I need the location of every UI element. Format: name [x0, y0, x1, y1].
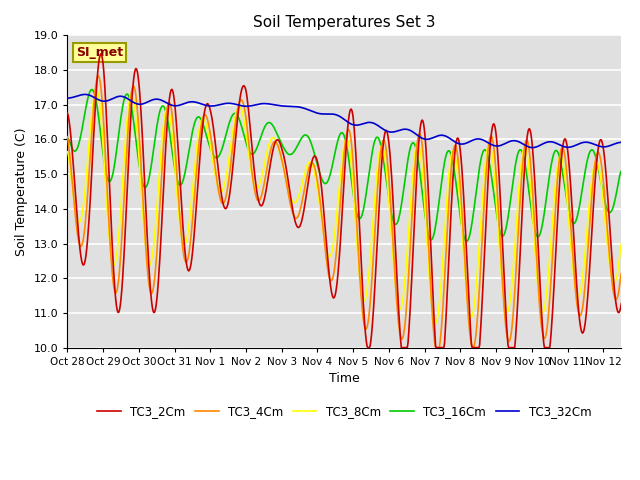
X-axis label: Time: Time	[329, 372, 360, 385]
TC3_4Cm	[142, 242, 150, 248]
TC3_4Cm	[432, 345, 440, 350]
TC3_32Cm	[301, 106, 308, 111]
TC3_2Cm	[364, 345, 372, 350]
TC3_16Cm	[66, 138, 74, 144]
TC3_16Cm	[88, 86, 96, 92]
TC3_32Cm	[475, 136, 483, 142]
TC3_2Cm	[97, 51, 105, 57]
Line: TC3_2Cm: TC3_2Cm	[67, 54, 621, 348]
TC3_32Cm	[321, 111, 329, 117]
Line: TC3_8Cm: TC3_8Cm	[67, 90, 621, 324]
TC3_32Cm	[461, 141, 469, 146]
TC3_8Cm	[66, 161, 74, 167]
TC3_2Cm	[321, 227, 329, 232]
TC3_4Cm	[301, 186, 308, 192]
TC3_4Cm	[94, 73, 102, 79]
TC3_4Cm	[321, 247, 329, 253]
TC3_8Cm	[63, 149, 71, 155]
TC3_32Cm	[142, 100, 150, 106]
TC3_2Cm	[63, 110, 71, 116]
TC3_8Cm	[93, 87, 100, 93]
TC3_16Cm	[301, 132, 308, 138]
TC3_2Cm	[618, 301, 625, 307]
TC3_4Cm	[66, 151, 74, 156]
TC3_16Cm	[618, 168, 625, 174]
TC3_16Cm	[463, 239, 471, 244]
Line: TC3_4Cm: TC3_4Cm	[67, 76, 621, 348]
TC3_4Cm	[63, 134, 71, 140]
TC3_32Cm	[81, 92, 89, 97]
TC3_8Cm	[462, 285, 470, 291]
Line: TC3_16Cm: TC3_16Cm	[67, 89, 621, 241]
TC3_2Cm	[301, 204, 308, 210]
TC3_2Cm	[142, 201, 150, 206]
TC3_4Cm	[618, 271, 625, 276]
TC3_4Cm	[462, 281, 470, 287]
TC3_16Cm	[321, 181, 329, 187]
TC3_8Cm	[321, 242, 329, 248]
TC3_32Cm	[63, 95, 71, 101]
Title: Soil Temperatures Set 3: Soil Temperatures Set 3	[253, 15, 436, 30]
Legend: TC3_2Cm, TC3_4Cm, TC3_8Cm, TC3_16Cm, TC3_32Cm: TC3_2Cm, TC3_4Cm, TC3_8Cm, TC3_16Cm, TC3…	[93, 400, 596, 423]
TC3_8Cm	[301, 171, 308, 177]
TC3_2Cm	[66, 121, 74, 127]
TC3_8Cm	[476, 237, 483, 242]
TC3_8Cm	[432, 321, 440, 326]
Text: SI_met: SI_met	[76, 46, 123, 59]
TC3_8Cm	[618, 241, 625, 247]
TC3_16Cm	[461, 238, 469, 243]
TC3_16Cm	[142, 184, 150, 190]
Line: TC3_32Cm: TC3_32Cm	[67, 95, 621, 147]
TC3_4Cm	[476, 283, 483, 288]
TC3_2Cm	[462, 243, 470, 249]
Y-axis label: Soil Temperature (C): Soil Temperature (C)	[15, 127, 28, 256]
TC3_32Cm	[529, 144, 536, 150]
TC3_32Cm	[66, 95, 74, 101]
TC3_32Cm	[618, 139, 625, 145]
TC3_2Cm	[476, 343, 483, 348]
TC3_8Cm	[142, 243, 150, 249]
TC3_16Cm	[63, 136, 71, 142]
TC3_16Cm	[476, 164, 483, 170]
